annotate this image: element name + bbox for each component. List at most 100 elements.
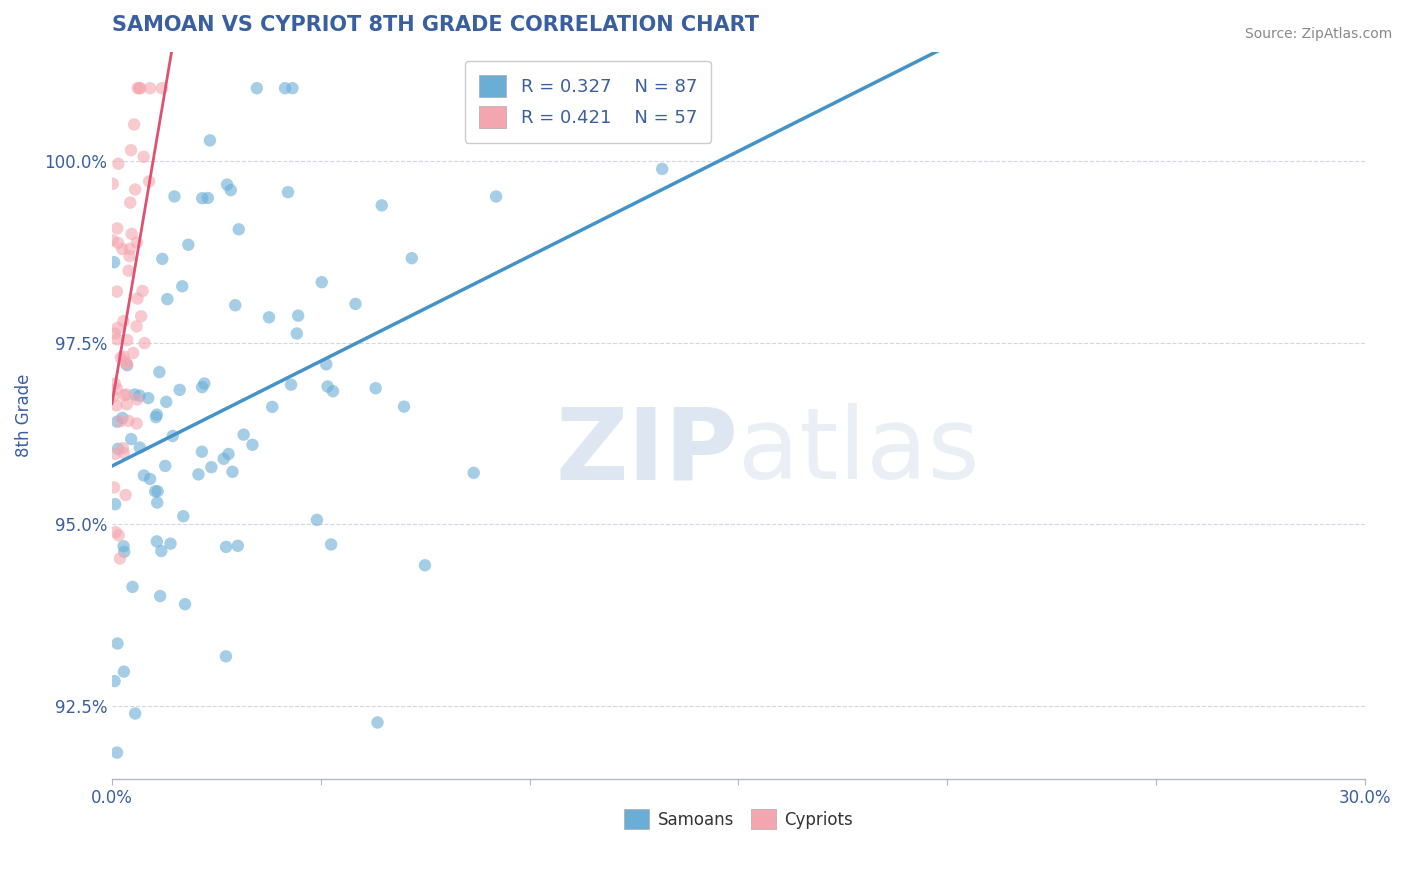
Point xyxy=(172,509,194,524)
Point xyxy=(134,336,156,351)
Point xyxy=(155,395,177,409)
Point xyxy=(149,589,172,603)
Point xyxy=(198,133,221,147)
Point xyxy=(146,484,169,499)
Point xyxy=(163,189,186,203)
Point xyxy=(281,81,304,95)
Point xyxy=(136,391,159,405)
Point xyxy=(120,143,142,157)
Point xyxy=(169,383,191,397)
Point xyxy=(463,466,485,480)
Point xyxy=(112,446,135,460)
Point xyxy=(128,441,150,455)
Point xyxy=(139,472,162,486)
Point xyxy=(110,414,132,428)
Point xyxy=(105,332,128,346)
Point xyxy=(146,534,169,549)
Point xyxy=(257,310,280,325)
Point xyxy=(112,350,135,364)
Point xyxy=(322,384,344,399)
Point xyxy=(105,746,128,760)
Point xyxy=(280,377,302,392)
Point xyxy=(413,558,436,573)
Point xyxy=(124,182,146,196)
Point xyxy=(143,484,166,499)
Point xyxy=(104,447,127,461)
Point xyxy=(115,357,138,371)
Point xyxy=(105,415,128,429)
Point xyxy=(218,447,240,461)
Point xyxy=(146,408,169,422)
Point xyxy=(105,221,128,235)
Point xyxy=(145,410,167,425)
Point xyxy=(132,468,155,483)
Point xyxy=(305,513,328,527)
Point xyxy=(150,81,173,95)
Point xyxy=(139,81,162,95)
Point xyxy=(104,326,127,341)
Point xyxy=(321,537,343,551)
Point xyxy=(105,399,128,413)
Point xyxy=(120,432,142,446)
Point xyxy=(197,191,219,205)
Point xyxy=(174,597,197,611)
Point xyxy=(285,326,308,341)
Text: ZIP: ZIP xyxy=(555,403,738,500)
Point xyxy=(101,390,124,404)
Point xyxy=(228,222,250,236)
Point xyxy=(191,444,214,458)
Point xyxy=(138,174,160,188)
Point xyxy=(127,292,149,306)
Point xyxy=(124,706,146,721)
Point xyxy=(401,251,423,265)
Point xyxy=(114,355,136,369)
Point xyxy=(112,314,135,328)
Point xyxy=(162,429,184,443)
Point xyxy=(121,580,143,594)
Point xyxy=(112,388,135,402)
Point xyxy=(105,285,128,299)
Point xyxy=(105,382,128,396)
Point xyxy=(122,118,145,132)
Legend: Samoans, Cypriots: Samoans, Cypriots xyxy=(617,803,859,836)
Point xyxy=(200,460,222,475)
Point xyxy=(104,497,127,511)
Point xyxy=(221,465,243,479)
Point xyxy=(117,414,139,428)
Point xyxy=(287,309,309,323)
Point xyxy=(101,233,124,247)
Point xyxy=(129,310,152,324)
Point xyxy=(115,387,138,401)
Point xyxy=(125,235,148,250)
Point xyxy=(215,540,238,554)
Point xyxy=(111,410,134,425)
Point xyxy=(112,545,135,559)
Point xyxy=(132,150,155,164)
Text: Source: ZipAtlas.com: Source: ZipAtlas.com xyxy=(1244,27,1392,41)
Point xyxy=(172,279,194,293)
Point xyxy=(118,249,141,263)
Point xyxy=(120,195,142,210)
Text: atlas: atlas xyxy=(738,403,980,500)
Point xyxy=(101,177,124,191)
Point xyxy=(112,539,135,553)
Point xyxy=(191,191,214,205)
Point xyxy=(212,451,235,466)
Point xyxy=(112,665,135,679)
Point xyxy=(191,380,214,394)
Point xyxy=(121,227,143,241)
Point xyxy=(224,298,246,312)
Point xyxy=(651,161,673,176)
Point xyxy=(111,441,134,455)
Point xyxy=(104,376,127,391)
Point xyxy=(104,525,127,540)
Text: SAMOAN VS CYPRIOT 8TH GRADE CORRELATION CHART: SAMOAN VS CYPRIOT 8TH GRADE CORRELATION … xyxy=(112,15,759,35)
Point xyxy=(215,649,238,664)
Point xyxy=(107,442,129,456)
Point xyxy=(131,284,153,298)
Point xyxy=(107,157,129,171)
Point xyxy=(344,297,367,311)
Point xyxy=(315,357,337,371)
Point xyxy=(108,551,131,566)
Point xyxy=(485,189,508,203)
